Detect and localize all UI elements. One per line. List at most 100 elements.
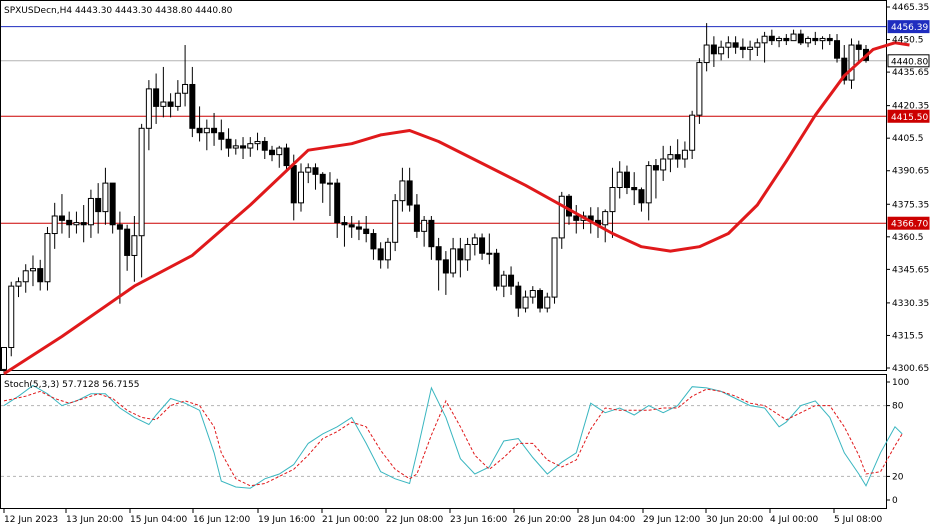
stoch-panel-frame (0, 374, 887, 509)
candle (826, 34, 833, 46)
candle (102, 167, 109, 225)
candle (732, 36, 739, 54)
candle (51, 202, 58, 249)
candle (631, 172, 638, 206)
y-tick-label: 4345.65 (892, 265, 929, 275)
candle (725, 36, 732, 59)
stoch-tick-label: 0 (892, 496, 898, 506)
candle (508, 266, 515, 295)
main-chart-frame (0, 0, 887, 371)
candle (384, 237, 391, 269)
candle (638, 187, 645, 212)
time-axis: 12 Jun 2023 13 Jun 20:00 15 Jun 04:00 16 Ju… (3, 509, 883, 525)
x-tick-label: 22 Jun 08:00 (386, 515, 443, 525)
price-axis: 4465.35 4450.5 4435.65 4420.35 4405.5 4390.65… (886, 3, 929, 374)
price-tag-label: 4440.80 (891, 57, 928, 67)
stochastic-oscillator (1, 384, 903, 489)
candle (761, 31, 768, 63)
stoch-tick-label: 80 (892, 402, 904, 412)
y-tick-label: 4300.65 (892, 364, 929, 374)
candle (479, 233, 486, 260)
candle (544, 292, 551, 313)
candle (616, 161, 623, 199)
candle (551, 237, 558, 304)
candle (211, 112, 218, 146)
y-tick-label: 4315.5 (892, 331, 924, 341)
candle (819, 36, 826, 50)
candle (174, 80, 181, 111)
candle (377, 242, 384, 269)
candle (855, 40, 862, 63)
candle (203, 119, 210, 151)
candle (240, 137, 247, 160)
x-tick-label: 19 Jun 16:00 (258, 515, 315, 525)
candle (558, 191, 565, 249)
candle (413, 194, 420, 238)
candle (602, 209, 609, 243)
candle (189, 66, 196, 138)
candle (167, 93, 174, 118)
candle (95, 183, 102, 234)
candle (768, 29, 775, 46)
x-tick-label: 28 Jun 04:00 (578, 515, 635, 525)
moving-average (3, 41, 910, 376)
candle (312, 163, 319, 190)
price-tag-label: 4415.50 (891, 113, 928, 123)
candle (681, 141, 688, 168)
price-tag: 4415.50 (887, 109, 930, 123)
y-tick-label: 4465.35 (892, 3, 929, 13)
x-tick-label: 30 Jun 20:00 (706, 515, 763, 525)
candle (261, 137, 268, 160)
candle (718, 40, 725, 61)
y-tick-label: 4330.35 (892, 299, 929, 309)
stoch-axis: 100 80 20 0 (886, 378, 909, 506)
candle (1, 347, 7, 374)
candle (450, 237, 457, 278)
candle (486, 233, 493, 265)
candle (341, 215, 348, 247)
candle (689, 110, 696, 160)
candle (254, 132, 261, 151)
candle (399, 167, 406, 212)
candle (421, 215, 428, 247)
candle (297, 163, 304, 212)
candle (812, 31, 819, 46)
candle (15, 277, 22, 298)
candle (355, 220, 362, 241)
y-tick-label: 4360.5 (892, 233, 924, 243)
y-tick-label: 4390.65 (892, 167, 929, 177)
candle (406, 167, 413, 212)
x-tick-label: 23 Jun 16:00 (450, 515, 507, 525)
candle (334, 178, 341, 238)
candle (457, 237, 464, 278)
candle (442, 251, 449, 295)
x-tick-label: 21 Jun 00:00 (322, 515, 379, 525)
candle (392, 194, 399, 252)
price-tag: 4440.80 (887, 54, 930, 67)
candle (22, 264, 29, 293)
x-tick-label: 12 Jun 2023 (4, 515, 58, 525)
candle (196, 106, 203, 142)
candle (160, 66, 167, 118)
price-tag-label: 4456.39 (891, 23, 928, 33)
candle (73, 211, 80, 234)
candle (8, 281, 15, 357)
candle (500, 270, 507, 298)
candle (109, 182, 116, 234)
candle (696, 58, 703, 124)
candle (44, 226, 51, 291)
candle (493, 248, 500, 291)
candle (747, 40, 754, 61)
candle (145, 80, 152, 151)
candle (116, 211, 123, 304)
x-tick-label: 16 Jun 12:00 (193, 515, 250, 525)
candle (87, 189, 94, 238)
candle (29, 255, 36, 287)
candle (529, 286, 536, 304)
candle (522, 290, 529, 313)
candlesticks (1, 23, 869, 374)
x-tick-label: 13 Jun 20:00 (66, 515, 123, 525)
candle (790, 29, 797, 42)
y-tick-label: 4420.35 (892, 102, 929, 112)
candle (276, 145, 283, 168)
